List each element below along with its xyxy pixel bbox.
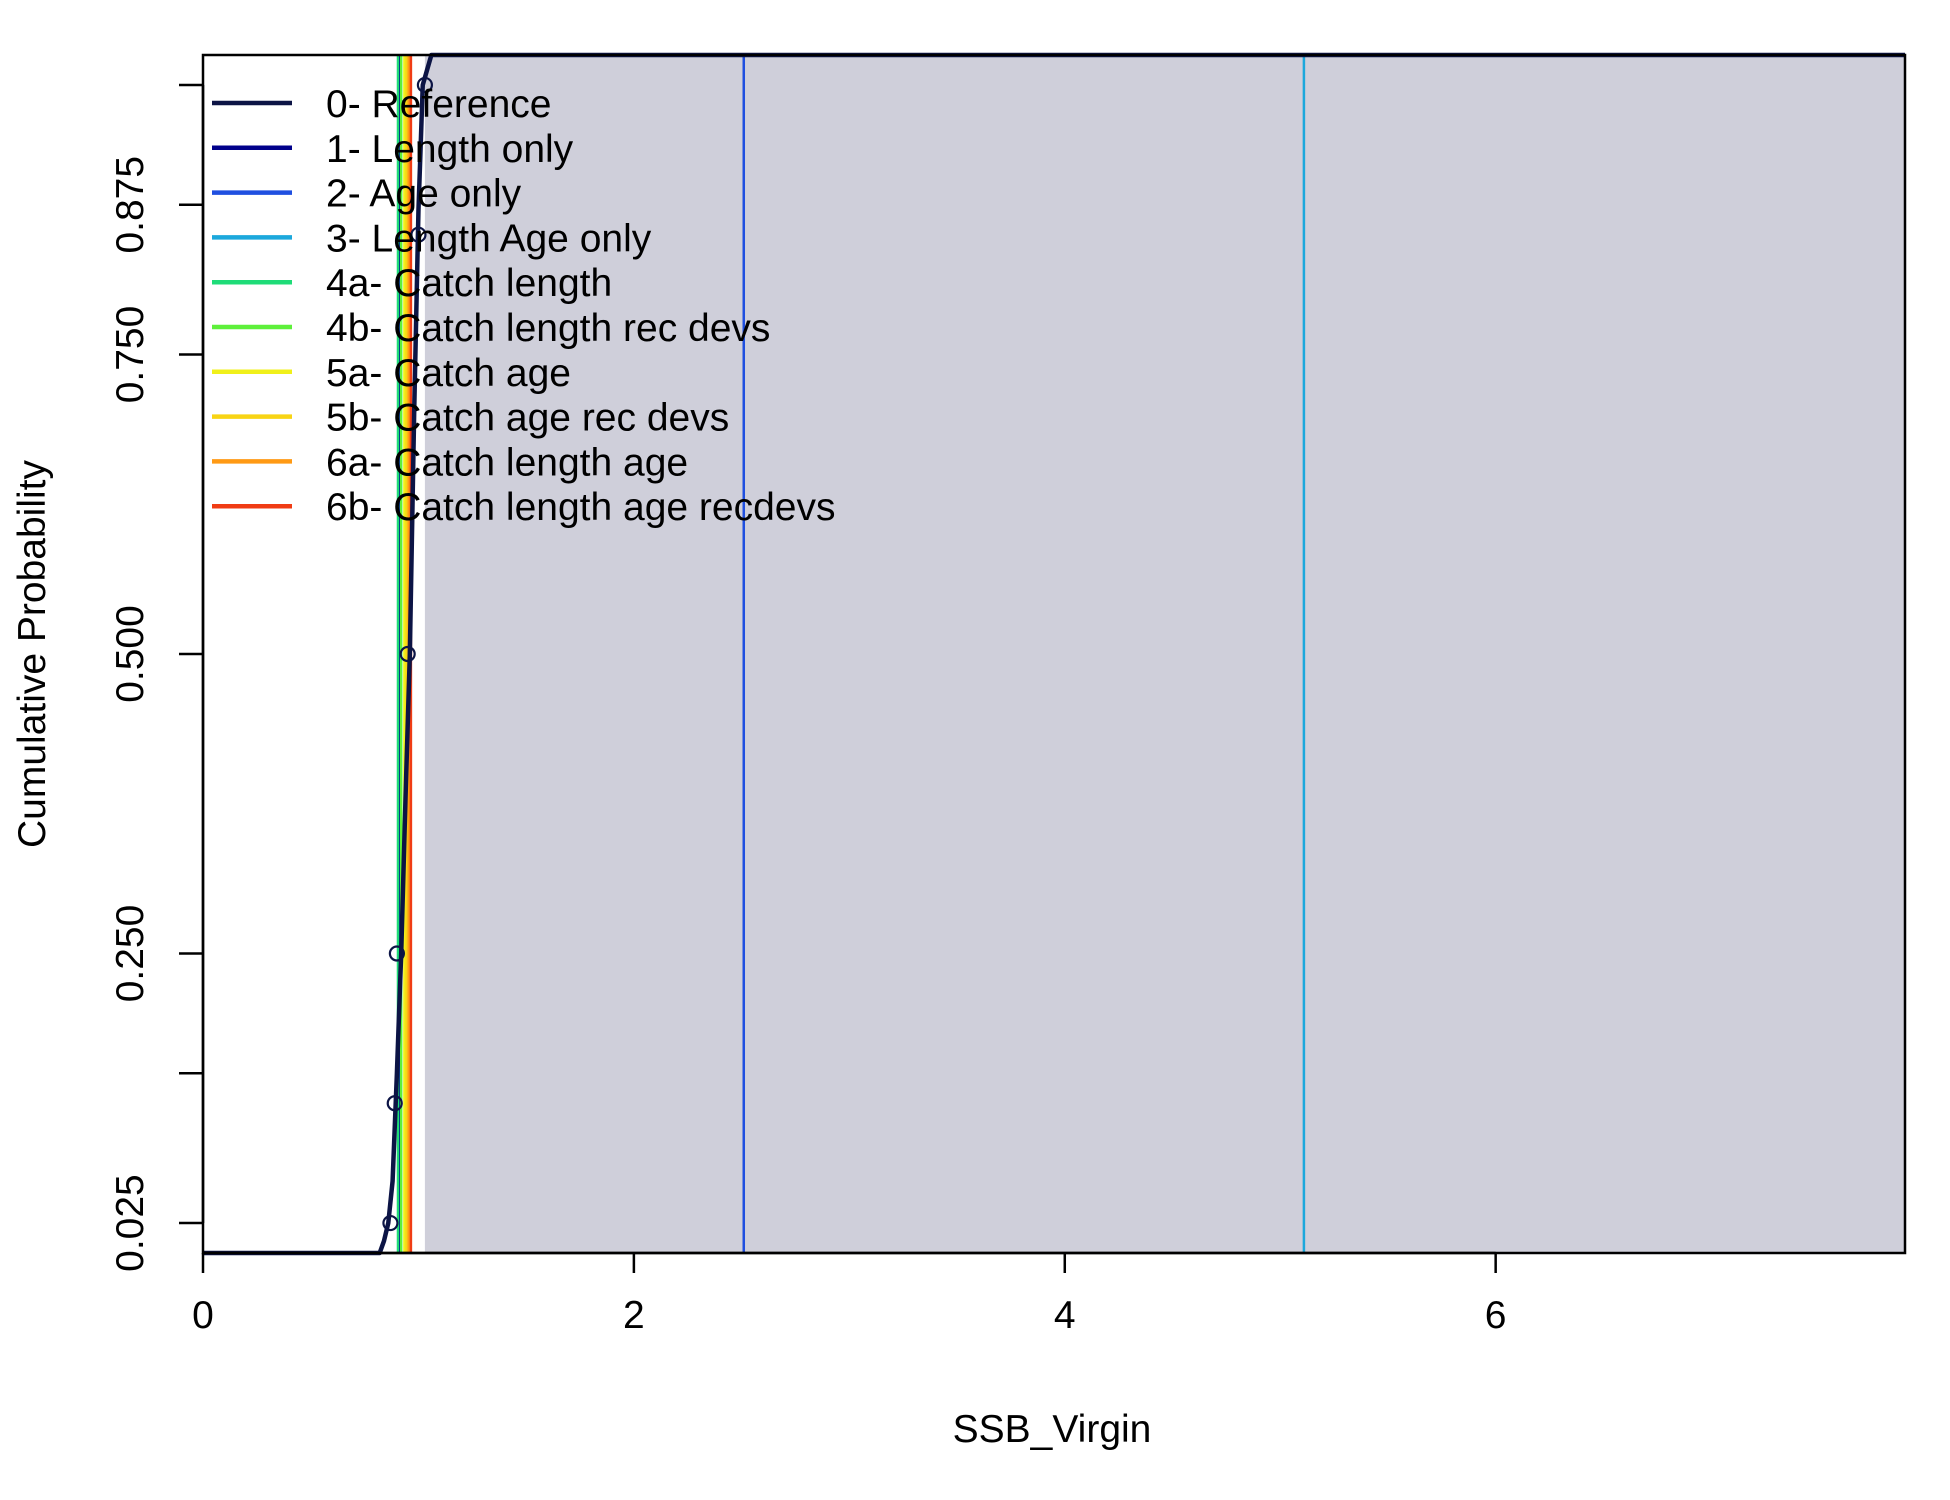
y-tick-label: 0.875 xyxy=(109,156,152,254)
legend-label: 5a- Catch age xyxy=(326,352,571,395)
series-marks xyxy=(203,52,1905,1256)
series-point-0-3 xyxy=(399,645,416,663)
x-tick-label: 2 xyxy=(623,1294,645,1337)
legend-label: 1- Length only xyxy=(326,128,574,171)
shaded-region xyxy=(424,55,1905,1253)
y-tick-label: 0.750 xyxy=(109,306,152,404)
x-tick-label: 6 xyxy=(1485,1294,1507,1337)
legend-label: 4a- Catch length xyxy=(326,262,612,305)
series-point-0-2 xyxy=(388,945,405,962)
x-tick-label: 0 xyxy=(192,1294,214,1337)
y-tick-label: 0.500 xyxy=(109,605,152,703)
legend-label: 6a- Catch length age xyxy=(326,441,688,484)
y-axis-title: Cumulative Probability xyxy=(11,460,54,849)
legend-label: 2- Age only xyxy=(326,173,522,216)
y-axis: 0.025 0.250 0.500 0.750 0.875 xyxy=(109,83,205,1272)
y-tick-label: 0.025 xyxy=(109,1174,152,1272)
series-line-0 xyxy=(203,52,1905,1256)
series-point-0-4 xyxy=(410,226,427,243)
legend-label: 3- Length Age only xyxy=(326,217,652,260)
legend-label: 0- Reference xyxy=(326,83,551,126)
x-axis-title: SSB_Virgin xyxy=(953,1408,1152,1451)
y-tick-label: 0.250 xyxy=(109,905,152,1003)
series-point-0-5 xyxy=(416,76,434,94)
series-point-0-1 xyxy=(386,1095,403,1112)
legend-label: 5b- Catch age rec devs xyxy=(326,397,729,440)
legend-label: 6b- Catch length age recdevs xyxy=(326,486,835,529)
x-tick-label: 4 xyxy=(1054,1294,1076,1337)
legend-label: 4b- Catch length rec devs xyxy=(326,307,770,350)
x-axis: 0 2 4 6 xyxy=(192,1251,1507,1337)
series-point-0-0 xyxy=(382,1214,399,1232)
plot-area xyxy=(424,55,1905,1253)
